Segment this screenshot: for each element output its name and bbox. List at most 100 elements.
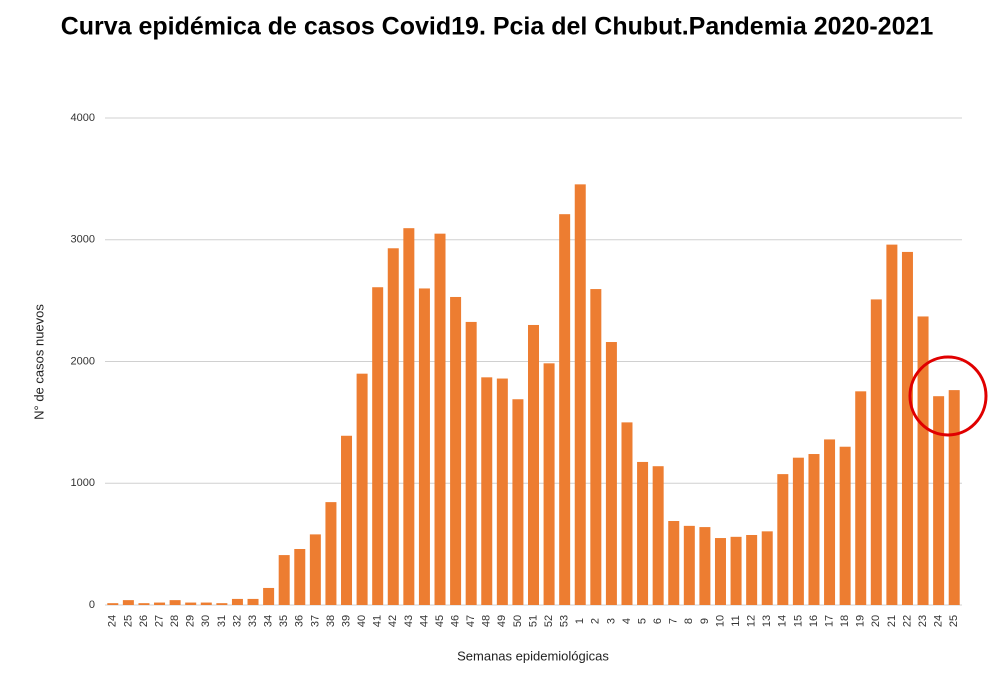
bar (107, 603, 119, 605)
x-tick-label: 36 (294, 615, 306, 627)
bar (933, 396, 945, 605)
x-tick-label: 16 (808, 615, 820, 627)
bar (185, 602, 197, 605)
x-tick-label: 40 (356, 615, 368, 627)
x-tick-label: 10 (714, 615, 726, 627)
bar (200, 602, 212, 605)
x-tick-label: 7 (668, 618, 680, 624)
bar (886, 244, 898, 605)
x-tick-label: 35 (278, 615, 290, 627)
bar (637, 461, 649, 605)
x-tick-label: 2 (590, 618, 602, 624)
x-tick-label: 46 (449, 615, 461, 627)
y-tick-label: 4000 (71, 112, 95, 124)
bar (590, 289, 602, 605)
x-tick-label: 25 (122, 615, 134, 627)
bar (387, 248, 399, 605)
x-axis-label: Semanas epidemiológicas (457, 648, 609, 663)
bar (341, 435, 353, 605)
x-tick-label: 37 (309, 615, 321, 627)
bar (746, 534, 758, 605)
x-tick-label: 13 (761, 615, 773, 627)
bar (231, 598, 243, 605)
y-tick-label: 2000 (71, 355, 95, 367)
x-tick-label: 49 (496, 615, 508, 627)
x-tick-label: 38 (325, 615, 337, 627)
bar (574, 184, 586, 605)
y-tick-label: 3000 (71, 234, 95, 246)
bar (481, 377, 493, 605)
bar (528, 324, 539, 605)
x-tick-label: 39 (340, 615, 352, 627)
x-tick-label: 28 (169, 615, 181, 627)
x-tick-label: 34 (263, 615, 275, 627)
bar (870, 299, 882, 605)
bar (683, 525, 695, 605)
x-tick-label: 45 (434, 615, 446, 627)
x-tick-label: 14 (777, 615, 789, 627)
bar (652, 466, 664, 605)
x-tick-label: 9 (699, 618, 711, 624)
bar (169, 600, 181, 605)
x-tick-label: 25 (948, 615, 960, 627)
x-tick-label: 27 (153, 615, 165, 627)
bar (263, 587, 275, 605)
y-axis-label: N° de casos nuevos (31, 304, 46, 420)
x-tick-label: 47 (465, 615, 477, 627)
x-tick-label: 23 (917, 615, 929, 627)
x-tick-label: 6 (652, 618, 664, 624)
y-tick-label: 1000 (71, 477, 95, 489)
x-tick-label: 17 (823, 615, 835, 627)
x-tick-label: 51 (527, 615, 539, 627)
bar (465, 321, 477, 605)
bar (777, 474, 789, 605)
bar (309, 534, 321, 605)
bar (216, 603, 228, 605)
x-tick-label: 32 (231, 615, 243, 627)
bar (839, 446, 851, 605)
x-tick-label: 42 (387, 615, 399, 627)
x-tick-label: 31 (216, 615, 228, 627)
x-tick-label: 24 (107, 615, 119, 627)
bar (948, 390, 960, 605)
bar (699, 527, 711, 605)
x-tick-label: 18 (839, 615, 851, 627)
x-tick-label: 29 (185, 615, 197, 627)
x-tick-label: 4 (621, 618, 633, 624)
x-tick-label: 3 (605, 618, 617, 624)
x-tick-label: 12 (746, 615, 758, 627)
y-tick-label: 0 (89, 599, 95, 611)
x-tick-label: 24 (933, 615, 945, 627)
x-tick-label: 5 (636, 618, 648, 624)
bar (621, 422, 633, 605)
bar (559, 214, 571, 605)
x-tick-label: 53 (559, 615, 571, 627)
bar (512, 399, 524, 605)
x-tick-label: 1 (574, 618, 586, 624)
bar (356, 373, 368, 605)
bar (792, 457, 804, 605)
x-tick-label: 52 (543, 615, 555, 627)
x-tick-label: 20 (870, 615, 882, 627)
bar (450, 296, 462, 605)
bar (403, 228, 415, 605)
bar (496, 378, 508, 605)
bar (154, 602, 166, 605)
bar (605, 342, 617, 605)
x-tick-label: 11 (730, 615, 742, 626)
x-tick-label: 33 (247, 615, 259, 627)
x-tick-label: 26 (138, 615, 150, 627)
bar (543, 363, 555, 605)
bar (824, 439, 836, 605)
bar (761, 531, 773, 605)
highlight-circle (908, 355, 988, 437)
x-tick-label: 44 (418, 615, 430, 627)
bar (278, 555, 290, 605)
chart-title: Curva epidémica de casos Covid19. Pcia d… (61, 13, 934, 41)
bar (901, 251, 913, 606)
x-tick-label: 8 (683, 618, 695, 624)
bar (808, 454, 820, 605)
x-tick-label: 19 (855, 615, 867, 627)
